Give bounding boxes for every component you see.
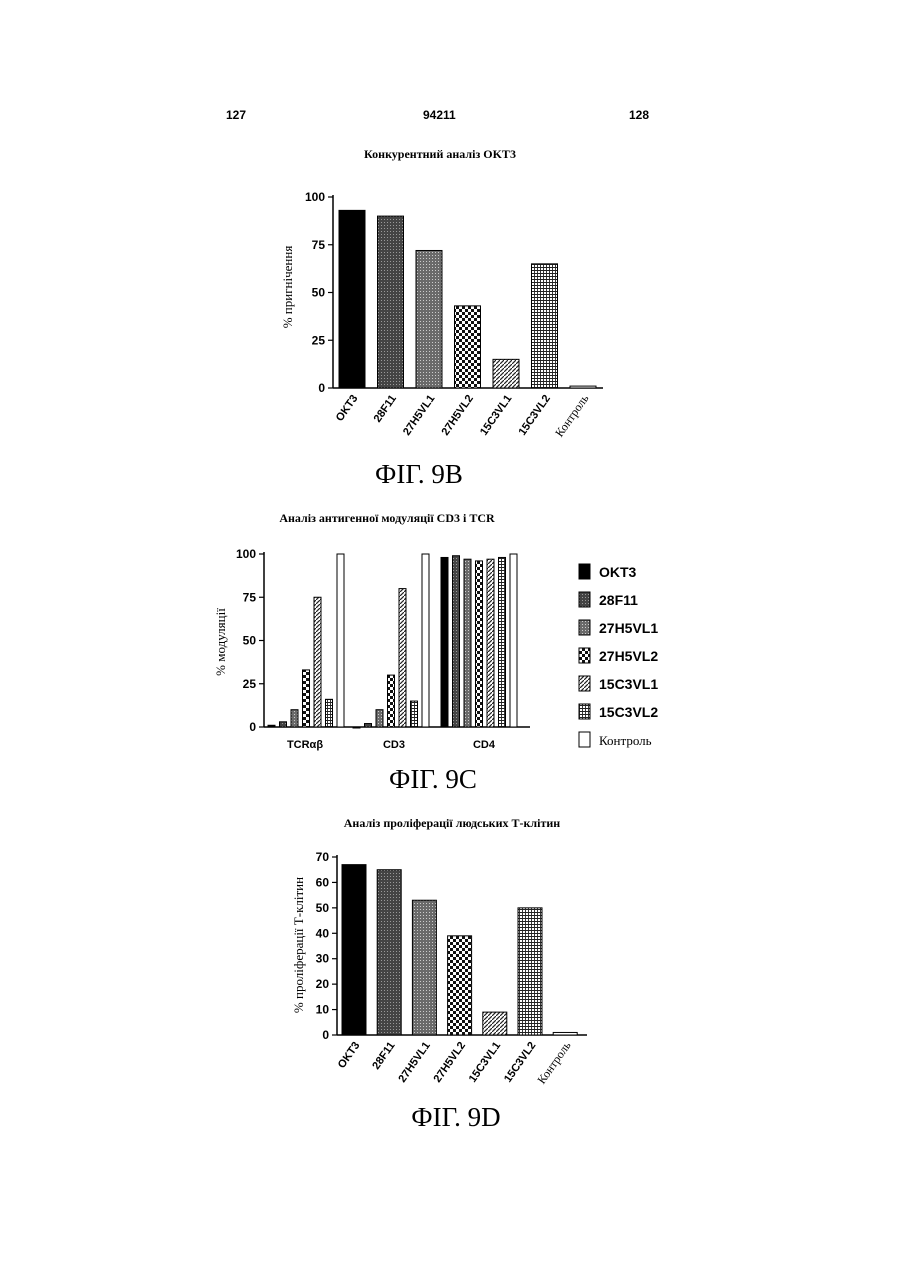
chart-9d-ytick-label: 0	[322, 1028, 329, 1042]
chart-9c-bar-cd3-okt3	[353, 727, 360, 728]
chart-9c-bar-tcr--27h5vl1	[291, 710, 298, 727]
chart-9b-ylabel: % пригнічення	[280, 246, 295, 329]
chart-9b-category-label: 15C3VL1	[478, 393, 514, 438]
chart-9d-category-label: OKT3	[336, 1040, 363, 1071]
chart-9d-ytick-label: 10	[316, 1003, 330, 1017]
chart-9d-category-label: Контроль	[534, 1038, 574, 1086]
chart-9b-ytick-label: 0	[318, 381, 325, 395]
chart-9b-bar-28f11	[378, 216, 404, 388]
chart-9b-category-label: 15C3VL2	[516, 393, 552, 438]
chart-9d-ytick-label: 30	[316, 952, 330, 966]
chart-9d-category-label: 27H5VL1	[396, 1040, 432, 1085]
chart-9d-bar-28f11	[377, 870, 401, 1035]
chart-9b-bar-15c3vl2	[532, 264, 558, 388]
chart-9d-ytick-label: 60	[316, 875, 330, 889]
chart-9c-legend-label-27h5vl2: 27H5VL2	[599, 648, 658, 664]
chart-9c-bar-cd3-контроль	[422, 554, 429, 727]
chart-9b-category-label: 28F11	[372, 393, 399, 425]
chart-9c-bar-tcr--27h5vl2	[303, 670, 310, 727]
chart-9c-ylabel: % модуляції	[213, 608, 228, 676]
chart-9b-title: Конкурентний аналіз OKT3	[364, 147, 516, 161]
chart-9b-ytick-label: 25	[312, 333, 326, 347]
chart-9c-plot: 0 25 50 75 100 TCRαβ CD3 CD4	[236, 547, 530, 751]
chart-9c-bar-cd4-okt3	[441, 557, 448, 727]
chart-9c-category-label: CD3	[383, 739, 405, 751]
chart-9c-ytick-label: 50	[243, 634, 257, 648]
chart-9b-category-label: Контроль	[552, 391, 592, 439]
chart-9d-ytick-label: 50	[316, 901, 330, 915]
chart-9d-category-label: 15C3VL2	[502, 1040, 538, 1085]
chart-9d-bar-27h5vl1	[412, 900, 436, 1035]
chart-9c-bar-cd3-27h5vl1	[376, 710, 383, 727]
chart-9c-bar-cd3-15c3vl1	[399, 589, 406, 727]
chart-9b-plot: 0 25 50 75 100 OKT3 28F1127H5VL127H5VL215C3VL1…	[305, 190, 603, 439]
chart-9d-title: Аналіз проліферації людських Т-клітин	[344, 816, 561, 830]
chart-9d-bar-15c3vl1	[483, 1012, 507, 1035]
chart-9c-bar-tcr--okt3	[268, 725, 275, 727]
chart-9c-bar-cd4-28f11	[453, 556, 460, 727]
chart-9c-bar-tcr--контроль	[337, 554, 344, 727]
chart-9c-legend-label-28f11: 28F11	[599, 592, 638, 608]
chart-9d-category-label: 27H5VL2	[432, 1040, 468, 1085]
chart-9d-bar-15c3vl2	[518, 908, 542, 1035]
chart-9b-bar-27h5vl2	[455, 306, 481, 388]
chart-9c-legend-label-15c3vl1: 15C3VL1	[599, 676, 658, 692]
chart-9c-legend: OKT3 28F11 27H5VL1 27H5VL2 15C3VL1 15C3VL2 Кон…	[579, 564, 658, 748]
chart-9c-ytick-label: 100	[236, 547, 256, 561]
chart-9c-title: Аналіз антигенної модуляції CD3 і TCR	[279, 511, 495, 525]
chart-9c-legend-label-15c3vl2: 15C3VL2	[599, 704, 658, 720]
chart-9c-legend-swatch-okt3	[579, 564, 590, 579]
chart-9c-bar-cd4-27h5vl2	[476, 561, 483, 727]
chart-9c-legend-label-okt3: OKT3	[599, 564, 637, 580]
chart-9d-category-label: 15C3VL1	[467, 1040, 503, 1085]
chart-9b-ytick-label: 75	[312, 238, 326, 252]
chart-9b-category-label: 27H5VL2	[439, 393, 475, 438]
chart-9c-bar-cd3-27h5vl2	[388, 675, 395, 727]
chart-9c-bar-cd3-28f11	[365, 724, 372, 727]
chart-9c-legend-label-27h5vl1: 27H5VL1	[599, 620, 658, 636]
chart-9c-legend-swatch-15c3vl1	[579, 676, 590, 691]
chart-9c-caption: ФІГ. 9C	[389, 764, 477, 794]
chart-9b-category-label: OKT3	[334, 393, 361, 424]
chart-9c-bar-tcr--15c3vl1	[314, 597, 321, 727]
chart-9c-ytick-label: 25	[243, 677, 257, 691]
chart-9b-ytick-label: 50	[312, 286, 326, 300]
chart-9c-ytick-label: 0	[249, 720, 256, 734]
chart-9d-ytick-label: 20	[316, 977, 330, 991]
chart-9d-ytick-label: 40	[316, 926, 330, 940]
chart-9c-bar-cd4-27h5vl1	[464, 559, 471, 727]
chart-9c-bar-cd4-15c3vl2	[499, 557, 506, 727]
chart-9c-category-label: CD4	[473, 739, 496, 751]
chart-9c-legend-swatch-28f11	[579, 592, 590, 607]
chart-9d-category-label: 28F11	[370, 1040, 397, 1072]
chart-9b-bar-контроль	[570, 386, 596, 388]
chart-9d-caption: ФІГ. 9D	[411, 1102, 500, 1132]
chart-9c-bar-cd3-15c3vl2	[411, 701, 418, 727]
chart-9c-category-label: TCRαβ	[287, 739, 323, 751]
chart-9c-legend-label-контроль: Контроль	[599, 733, 652, 748]
chart-9b-ytick-label: 100	[305, 190, 325, 204]
chart-9d-bar-27h5vl2	[448, 936, 472, 1035]
chart-9c-ytick-label: 75	[243, 590, 257, 604]
chart-9c-bar-tcr--28f11	[280, 722, 287, 727]
chart-9c-bar-cd4-контроль	[510, 554, 517, 727]
chart-9c-legend-swatch-27h5vl1	[579, 620, 590, 635]
chart-9c-legend-swatch-контроль	[579, 732, 590, 747]
chart-9b-caption: ФІГ. 9B	[375, 459, 463, 489]
chart-9d-ytick-label: 70	[316, 850, 330, 864]
chart-9c-legend-swatch-15c3vl2	[579, 704, 590, 719]
chart-9b-category-label: 27H5VL1	[401, 393, 437, 438]
chart-9b-bar-okt3	[339, 210, 365, 388]
chart-9b-bar-15c3vl1	[493, 359, 519, 388]
chart-9c-bar-tcr--15c3vl2	[326, 699, 333, 727]
chart-9c-bar-cd4-15c3vl1	[487, 559, 494, 727]
chart-9d-ylabel: % проліферації Т-клітин	[291, 877, 306, 1013]
chart-9c-legend-swatch-27h5vl2	[579, 648, 590, 663]
chart-9d-bar-okt3	[342, 865, 366, 1035]
chart-9d-plot: 010203040506070OKT328F1127H5VL127H5VL215…	[316, 850, 587, 1086]
chart-9d-bar-контроль	[553, 1032, 577, 1035]
chart-9b-bar-27h5vl1	[416, 250, 442, 388]
